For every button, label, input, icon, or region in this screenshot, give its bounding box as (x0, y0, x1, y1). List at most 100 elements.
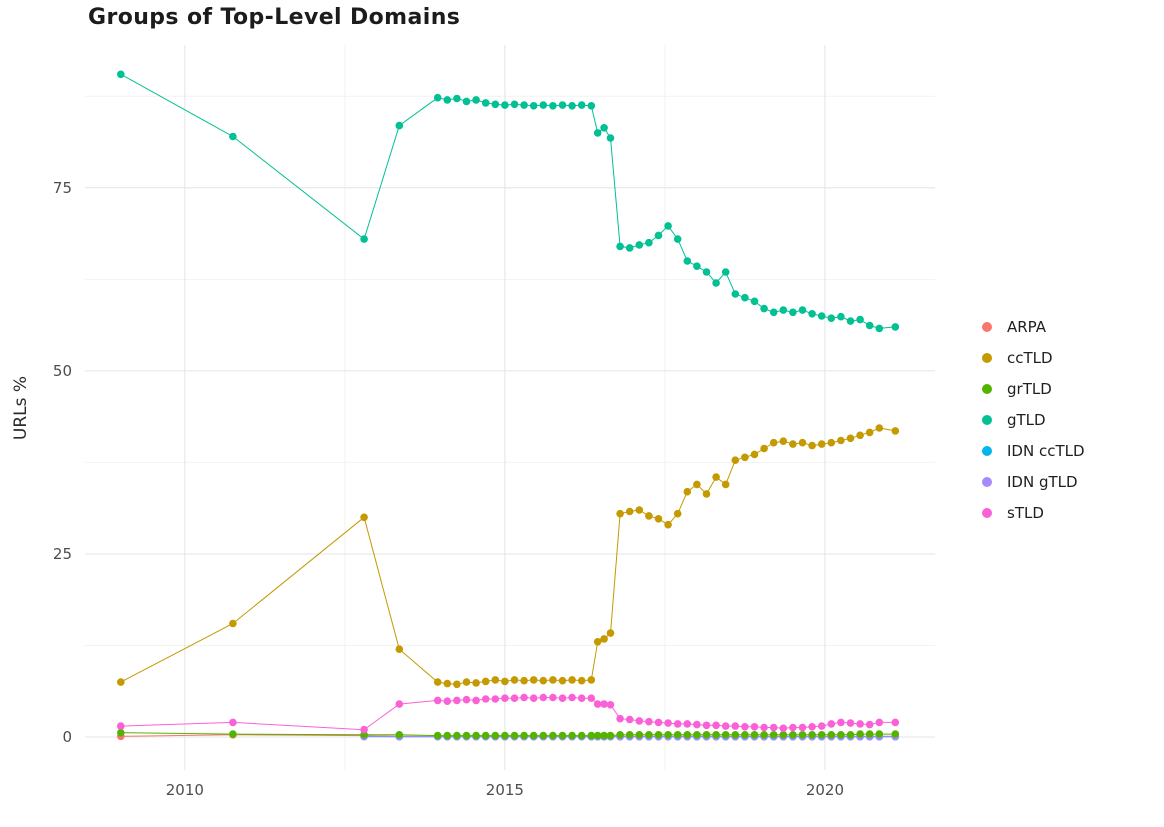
data-point (693, 720, 701, 729)
data-point (702, 268, 711, 276)
data-point (731, 722, 740, 730)
data-point (769, 731, 778, 739)
legend-swatch-arpa (982, 321, 992, 332)
data-point (481, 677, 490, 686)
data-point (645, 717, 653, 726)
data-point (539, 101, 548, 109)
data-point (558, 731, 567, 740)
data-point (856, 730, 864, 738)
data-point (837, 731, 845, 739)
series-grtld (117, 728, 900, 740)
data-point (593, 129, 602, 137)
data-point (577, 731, 586, 740)
data-point (577, 694, 586, 702)
data-point (654, 718, 663, 727)
data-point (453, 680, 461, 689)
data-point (798, 731, 807, 739)
y-tick-label: 50 (53, 362, 72, 380)
data-point (779, 437, 788, 446)
data-point (837, 718, 845, 727)
data-point (779, 306, 788, 314)
data-point (875, 424, 884, 432)
legend-item-idn-gtld: IDN gTLD (978, 471, 1085, 492)
data-point (520, 693, 528, 702)
data-point (360, 725, 368, 734)
data-point (721, 722, 730, 730)
data-point (395, 731, 404, 739)
data-point (433, 731, 442, 740)
data-point (664, 719, 672, 727)
data-point (593, 638, 602, 646)
data-point (673, 720, 682, 728)
data-point (798, 723, 807, 732)
legend-label: sTLD (1007, 503, 1044, 522)
data-point (683, 731, 692, 739)
data-point (673, 731, 682, 739)
data-point (673, 235, 682, 243)
data-point (673, 509, 682, 518)
data-point (798, 306, 807, 314)
legend-item-cctld: ccTLD (978, 347, 1085, 368)
data-point (654, 515, 663, 523)
data-point (693, 731, 701, 739)
data-point (712, 721, 720, 730)
data-point (529, 102, 538, 110)
data-point (741, 293, 749, 302)
data-point (549, 102, 557, 110)
data-point (625, 244, 634, 252)
data-point (760, 731, 768, 739)
data-point (645, 731, 653, 739)
data-point (760, 723, 768, 732)
data-point (702, 731, 711, 739)
legend-swatch-cctld (982, 352, 992, 363)
data-point (606, 731, 615, 740)
data-point (510, 676, 519, 684)
data-point (837, 436, 845, 445)
data-point (606, 701, 615, 709)
data-point (587, 694, 596, 702)
data-point (600, 700, 608, 708)
data-point (117, 722, 125, 730)
data-point (635, 506, 644, 514)
data-point (856, 431, 864, 440)
data-point (741, 453, 749, 462)
data-point (693, 480, 701, 489)
data-point (769, 308, 778, 317)
data-point (593, 731, 602, 740)
data-point (433, 678, 442, 686)
data-point (635, 731, 644, 739)
data-point (587, 731, 596, 740)
data-point (891, 427, 900, 435)
data-point (606, 134, 615, 142)
data-point (750, 731, 759, 739)
data-point (731, 731, 740, 739)
legend-item-grtld: grTLD (978, 378, 1085, 399)
data-point (481, 731, 490, 740)
data-point (865, 428, 874, 437)
data-point (481, 695, 490, 703)
legend-swatch-stld (982, 507, 992, 518)
data-point (625, 715, 634, 724)
data-point (577, 676, 586, 685)
data-point (635, 241, 644, 249)
data-point (808, 310, 816, 318)
legend-item-idn-cctld: IDN ccTLD (978, 440, 1085, 461)
data-point (875, 718, 884, 727)
data-point (568, 102, 576, 110)
data-point (702, 721, 711, 730)
data-point (558, 676, 567, 685)
legend-swatch-grtld (982, 383, 992, 394)
data-point (827, 731, 836, 739)
data-point (501, 731, 509, 740)
data-point (664, 222, 672, 230)
data-point (472, 696, 480, 705)
y-tick-label: 25 (53, 545, 72, 563)
data-point (846, 719, 855, 727)
data-point (462, 695, 471, 704)
data-point (769, 438, 778, 447)
data-point (827, 314, 836, 323)
data-point (491, 676, 500, 684)
data-point (395, 121, 404, 130)
data-point (453, 731, 461, 740)
